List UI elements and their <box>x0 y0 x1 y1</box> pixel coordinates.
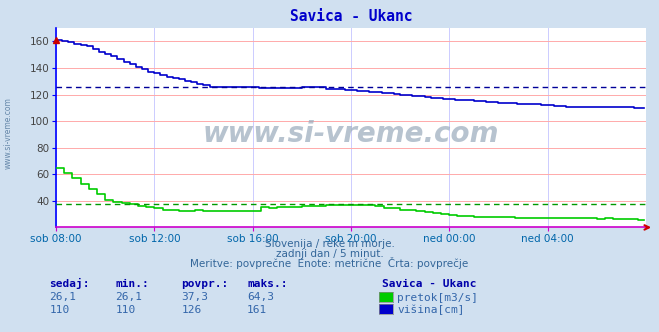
Text: 126: 126 <box>181 305 202 315</box>
Text: www.si-vreme.com: www.si-vreme.com <box>203 120 499 148</box>
Text: www.si-vreme.com: www.si-vreme.com <box>3 97 13 169</box>
Text: min.:: min.: <box>115 279 149 289</box>
Text: Savica - Ukanc: Savica - Ukanc <box>382 279 476 289</box>
Text: Meritve: povprečne  Enote: metrične  Črta: povprečje: Meritve: povprečne Enote: metrične Črta:… <box>190 257 469 269</box>
Text: pretok[m3/s]: pretok[m3/s] <box>397 293 478 303</box>
Text: maks.:: maks.: <box>247 279 287 289</box>
Text: 110: 110 <box>115 305 136 315</box>
Text: Slovenija / reke in morje.: Slovenija / reke in morje. <box>264 239 395 249</box>
Text: zadnji dan / 5 minut.: zadnji dan / 5 minut. <box>275 249 384 259</box>
Title: Savica - Ukanc: Savica - Ukanc <box>290 9 412 24</box>
Text: povpr.:: povpr.: <box>181 279 229 289</box>
Text: 161: 161 <box>247 305 268 315</box>
Text: 37,3: 37,3 <box>181 292 208 302</box>
Text: 26,1: 26,1 <box>115 292 142 302</box>
Text: sedaj:: sedaj: <box>49 278 90 289</box>
Text: višina[cm]: višina[cm] <box>397 305 465 315</box>
Text: 64,3: 64,3 <box>247 292 274 302</box>
Text: 110: 110 <box>49 305 70 315</box>
Text: 26,1: 26,1 <box>49 292 76 302</box>
